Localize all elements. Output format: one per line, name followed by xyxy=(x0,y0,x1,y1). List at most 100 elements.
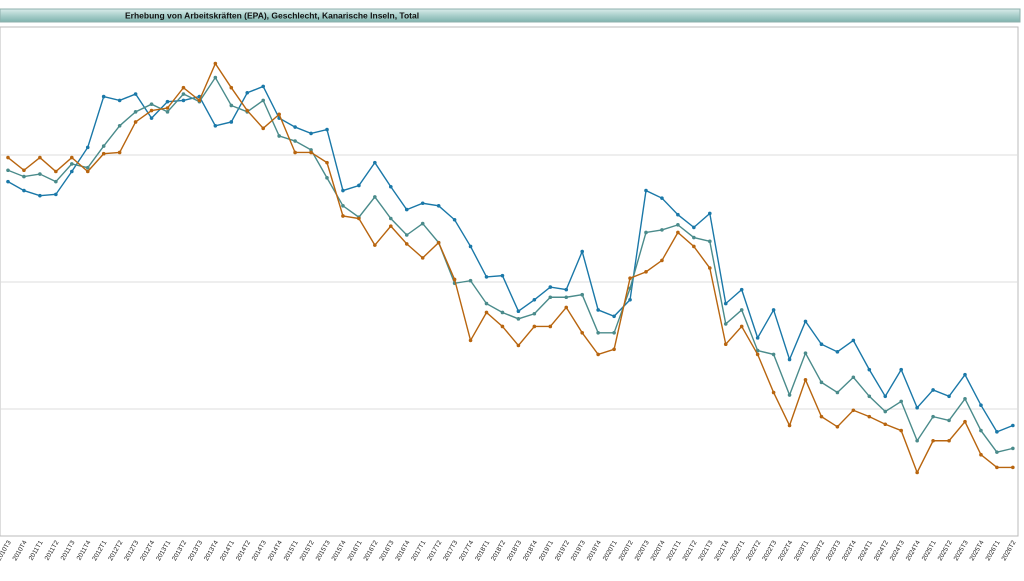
point xyxy=(133,120,138,124)
point xyxy=(149,116,154,120)
x-tick-label: 2024T4 xyxy=(905,539,922,562)
x-tick-label: 2018T3 xyxy=(506,539,523,562)
point xyxy=(612,331,616,335)
point xyxy=(6,155,10,160)
point xyxy=(389,224,393,228)
point xyxy=(85,165,90,170)
x-tick-label: 2017T3 xyxy=(442,539,459,562)
point xyxy=(70,169,74,174)
point xyxy=(915,470,919,475)
point xyxy=(341,214,345,218)
series-line xyxy=(7,62,1013,475)
point xyxy=(516,317,521,321)
point xyxy=(835,390,840,395)
x-tick-label: 2025T2 xyxy=(937,539,954,562)
point xyxy=(229,103,234,108)
point xyxy=(341,188,345,193)
x-tick-label: 2013T1 xyxy=(155,539,172,562)
x-tick-label: 2018T4 xyxy=(522,539,539,562)
point xyxy=(38,155,42,160)
x-tick-label: 2024T1 xyxy=(857,539,874,562)
point xyxy=(708,211,712,216)
point xyxy=(708,239,712,244)
point xyxy=(261,126,266,131)
x-tick-label: 2016T3 xyxy=(378,539,395,562)
point xyxy=(213,123,218,128)
x-tick-label: 2010T4 xyxy=(12,539,29,562)
point xyxy=(596,308,600,312)
point xyxy=(660,258,664,263)
x-tick-label: 2025T3 xyxy=(953,539,970,562)
x-tick-label: 2013T2 xyxy=(171,539,188,562)
x-tick-label: 2022T3 xyxy=(761,539,778,562)
point xyxy=(979,452,983,457)
point xyxy=(803,351,808,355)
point xyxy=(644,188,648,193)
point xyxy=(739,308,744,312)
x-tick-label: 2020T3 xyxy=(634,539,651,562)
point xyxy=(101,144,106,148)
point xyxy=(644,230,648,235)
x-tick-label: 2023T2 xyxy=(809,539,826,562)
point xyxy=(245,90,250,95)
point xyxy=(325,160,329,165)
x-tick-label: 2022T4 xyxy=(777,539,794,562)
point xyxy=(723,301,728,306)
x-tick-label: 2022T2 xyxy=(745,539,762,562)
point xyxy=(277,112,281,117)
point xyxy=(739,287,744,292)
point xyxy=(38,193,42,198)
x-tick-label: 2023T4 xyxy=(841,539,858,562)
point xyxy=(500,324,505,329)
point xyxy=(899,428,903,433)
x-tick-label: 2026T1 xyxy=(985,539,1002,562)
point xyxy=(676,230,680,235)
point xyxy=(54,179,58,184)
point xyxy=(6,168,10,173)
point xyxy=(436,240,441,245)
point xyxy=(867,414,872,419)
point xyxy=(771,308,776,312)
point xyxy=(787,357,792,362)
point xyxy=(803,377,808,382)
point xyxy=(787,393,792,397)
x-tick-label: 2013T3 xyxy=(187,539,204,562)
point xyxy=(22,174,26,179)
point xyxy=(101,94,106,99)
point xyxy=(899,367,903,372)
series-line xyxy=(7,85,1014,433)
point xyxy=(771,352,776,357)
point xyxy=(1011,446,1015,451)
point xyxy=(931,388,935,392)
point xyxy=(596,352,600,357)
point xyxy=(819,380,824,385)
point xyxy=(181,98,186,103)
point xyxy=(660,228,664,232)
point xyxy=(867,367,872,372)
point xyxy=(165,106,170,110)
x-tick-label: 2021T3 xyxy=(697,539,714,562)
point xyxy=(947,394,951,399)
point xyxy=(165,99,170,104)
point xyxy=(612,314,616,319)
point xyxy=(692,235,696,240)
point xyxy=(612,347,616,352)
point xyxy=(596,331,600,335)
point xyxy=(755,336,760,340)
chart-title: Erhebung von Arbeitskräften (EPA), Gesch… xyxy=(125,11,419,21)
point xyxy=(963,372,967,377)
point xyxy=(708,266,712,270)
point xyxy=(261,84,266,89)
point xyxy=(835,350,840,354)
point xyxy=(468,278,473,283)
x-tick-label: 2017T2 xyxy=(426,539,443,562)
point xyxy=(835,424,840,429)
point xyxy=(245,108,250,113)
point xyxy=(500,273,505,278)
point xyxy=(947,438,951,443)
point xyxy=(564,287,569,292)
point xyxy=(516,343,521,348)
point xyxy=(325,176,329,180)
point xyxy=(500,310,505,315)
point xyxy=(883,409,888,414)
